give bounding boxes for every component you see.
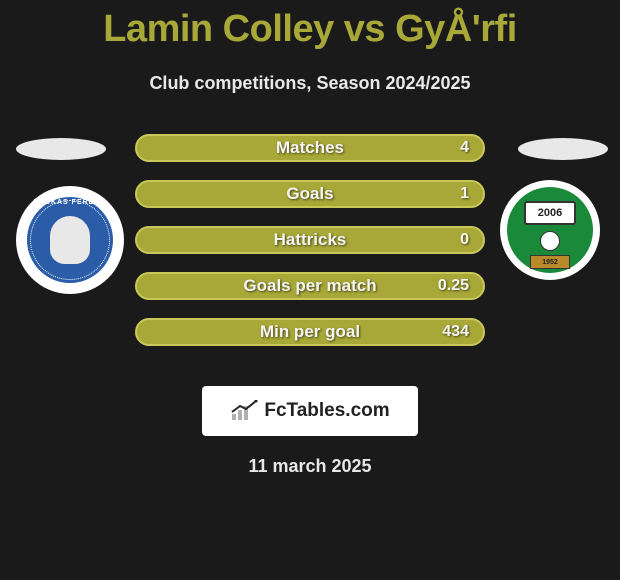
chart-icon — [230, 400, 258, 422]
stat-stripes: Matches 4 Goals 1 Hattricks 0 Goals per … — [135, 134, 485, 346]
stat-row-matches: Matches 4 — [135, 134, 485, 162]
fctables-logo-text: FcTables.com — [264, 400, 389, 422]
stat-row-hattricks: Hattricks 0 — [135, 226, 485, 254]
stat-value: 4 — [460, 139, 469, 157]
stat-value: 1 — [460, 185, 469, 203]
right-badge-inner: 2006 1952 — [507, 187, 593, 273]
stat-label: Matches — [276, 138, 344, 158]
stat-label: Goals per match — [243, 276, 376, 296]
stat-label: Goals — [286, 184, 333, 204]
left-badge-arc-text: PUSKÁS FERENC — [27, 199, 113, 206]
comparison-main: PUSKÁS FERENC 2006 1952 Matches 4 Goals … — [0, 134, 620, 364]
left-badge-ring: PUSKÁS FERENC — [24, 194, 116, 286]
left-photo-ellipse — [16, 138, 106, 160]
right-badge-year: 2006 — [524, 201, 576, 225]
page-title: Lamin Colley vs GyÅ'rfi — [0, 0, 620, 51]
stat-row-goals: Goals 1 — [135, 180, 485, 208]
left-club-badge: PUSKÁS FERENC — [16, 186, 124, 294]
stat-value: 434 — [442, 323, 469, 341]
stat-label: Hattricks — [274, 230, 347, 250]
right-badge-banner: 1952 — [530, 255, 570, 269]
soccer-ball-icon — [540, 231, 560, 251]
footer-date: 11 march 2025 — [0, 456, 620, 477]
fctables-logo-box: FcTables.com — [202, 386, 418, 436]
stat-value: 0.25 — [438, 277, 469, 295]
right-club-badge: 2006 1952 — [500, 180, 600, 280]
season-subtitle: Club competitions, Season 2024/2025 — [0, 73, 620, 94]
stat-row-mpg: Min per goal 434 — [135, 318, 485, 346]
right-photo-ellipse — [518, 138, 608, 160]
stat-label: Min per goal — [260, 322, 360, 342]
left-badge-center — [50, 216, 90, 264]
stat-row-gpm: Goals per match 0.25 — [135, 272, 485, 300]
stat-value: 0 — [460, 231, 469, 249]
